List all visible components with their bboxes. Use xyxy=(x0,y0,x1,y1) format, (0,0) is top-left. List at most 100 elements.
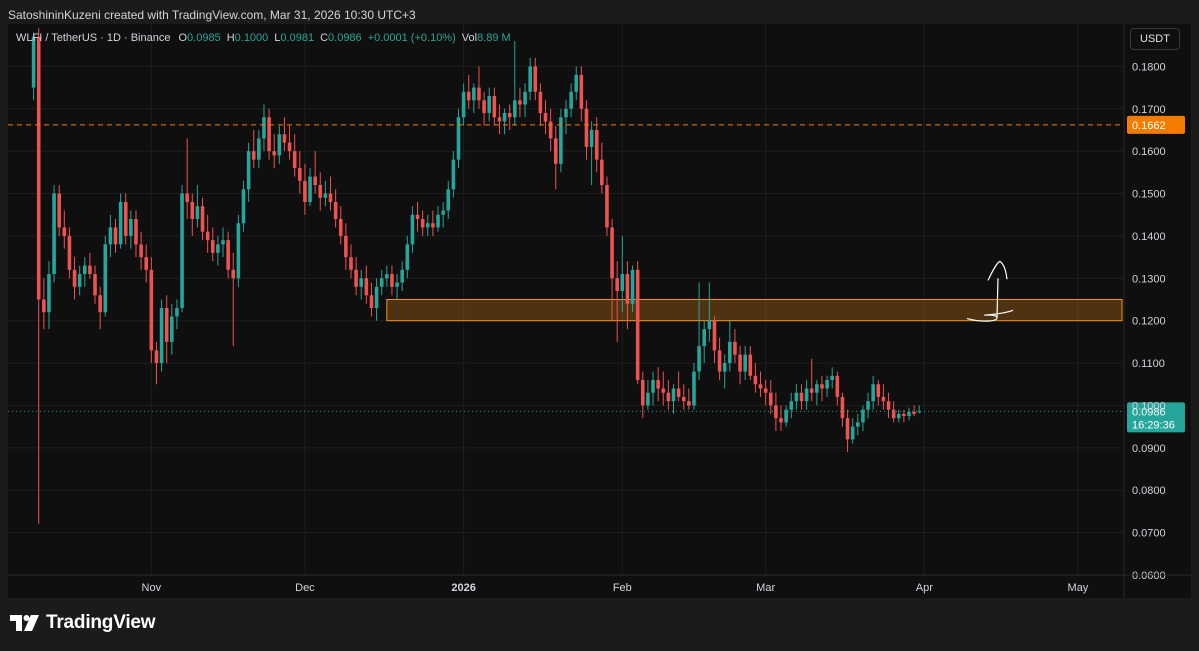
candle xyxy=(410,206,415,253)
candle xyxy=(753,363,758,393)
y-tick-label: 0.1500 xyxy=(1132,189,1166,201)
candle xyxy=(692,363,696,410)
tradingview-logo[interactable]: TradingView xyxy=(10,612,156,634)
candle xyxy=(257,129,261,169)
candle xyxy=(82,257,87,287)
candle xyxy=(907,407,911,421)
candle xyxy=(845,409,850,453)
candle-body xyxy=(395,282,399,287)
candle xyxy=(835,371,840,406)
last-price-label: 0.0986 xyxy=(1132,406,1166,418)
candle xyxy=(600,142,604,194)
candle-body xyxy=(338,218,343,236)
candle xyxy=(267,108,271,160)
candle xyxy=(272,134,276,169)
candle xyxy=(364,265,369,304)
candle-body xyxy=(88,265,92,275)
candle xyxy=(72,257,77,300)
candle-body xyxy=(31,36,36,88)
candle-body xyxy=(241,189,246,224)
candle xyxy=(180,185,184,313)
candle xyxy=(876,380,881,406)
candle-body xyxy=(134,218,138,245)
candle xyxy=(702,320,707,364)
candle xyxy=(425,214,430,236)
candle xyxy=(405,235,410,279)
currency-button[interactable]: USDT xyxy=(1130,28,1180,50)
chart-area[interactable]: 0.1662 0.0986 16:29:36 0.0600 0.0700 0.0800 0… xyxy=(8,24,1191,598)
candle xyxy=(579,66,584,122)
candle-body xyxy=(717,350,722,372)
candle-body xyxy=(216,244,220,253)
candle-body xyxy=(451,159,456,190)
candle xyxy=(333,189,338,228)
candle xyxy=(748,346,753,381)
candle-body xyxy=(425,223,430,228)
candle xyxy=(543,100,548,135)
candle-body xyxy=(635,269,640,381)
y-tick-label: 0.1300 xyxy=(1132,273,1166,285)
symbol-label[interactable]: WLFI / TetherUS · 1D · Binance xyxy=(16,32,171,44)
x-tick-label: Nov xyxy=(142,582,162,594)
candle xyxy=(620,235,625,313)
low-label: L xyxy=(274,32,281,44)
candle xyxy=(477,66,481,109)
candle-body xyxy=(600,159,604,186)
candle xyxy=(446,180,451,219)
candle-body xyxy=(159,307,164,364)
candle-body xyxy=(820,384,824,389)
candle-body xyxy=(390,274,394,287)
candle xyxy=(170,303,174,355)
candle xyxy=(722,354,727,389)
axis-layer: 0.0600 0.0700 0.0800 0.0900 0.1000 0.1100 0.12… xyxy=(8,24,1191,598)
candle xyxy=(292,134,297,177)
candle xyxy=(610,218,614,321)
high-label: H xyxy=(226,32,235,44)
candle-body xyxy=(170,316,174,342)
candle-body xyxy=(753,375,758,385)
candle xyxy=(630,265,635,313)
candle xyxy=(774,392,778,431)
candle-body xyxy=(518,100,522,105)
candle xyxy=(441,202,445,228)
y-tick-label: 0.1100 xyxy=(1132,358,1165,370)
candle xyxy=(390,265,394,296)
candle-body xyxy=(323,193,328,198)
candle xyxy=(891,401,896,423)
attribution-text: SatoshininKuzeni created with TradingVie… xyxy=(8,8,416,22)
y-tick-label: 0.1800 xyxy=(1132,61,1166,73)
candle-body xyxy=(272,151,276,156)
candle-body xyxy=(523,91,527,105)
candle xyxy=(77,265,82,296)
candle xyxy=(164,295,169,364)
candle-body xyxy=(354,269,358,287)
candle-body xyxy=(866,401,870,410)
candle-body xyxy=(67,235,72,270)
candle-body xyxy=(369,295,374,308)
candle-body xyxy=(702,329,707,347)
candle-body xyxy=(123,202,128,236)
candle xyxy=(308,168,312,207)
candle xyxy=(451,151,456,198)
candle-body xyxy=(661,388,666,393)
candle-body xyxy=(328,193,333,203)
candle-body xyxy=(912,411,916,414)
candle xyxy=(912,405,916,417)
candle xyxy=(31,32,36,101)
candle xyxy=(313,151,317,194)
candle xyxy=(784,405,788,427)
candle-body xyxy=(538,91,543,114)
candle xyxy=(36,28,41,525)
candle xyxy=(359,269,364,300)
candle xyxy=(840,392,845,427)
candle-body xyxy=(72,269,77,287)
candle xyxy=(298,151,302,194)
candle-body xyxy=(825,380,829,389)
candle xyxy=(466,74,471,109)
candle xyxy=(93,265,97,304)
candle-body xyxy=(431,223,435,228)
candle xyxy=(123,193,128,245)
candle-body xyxy=(784,409,788,423)
candle-body xyxy=(405,244,410,270)
